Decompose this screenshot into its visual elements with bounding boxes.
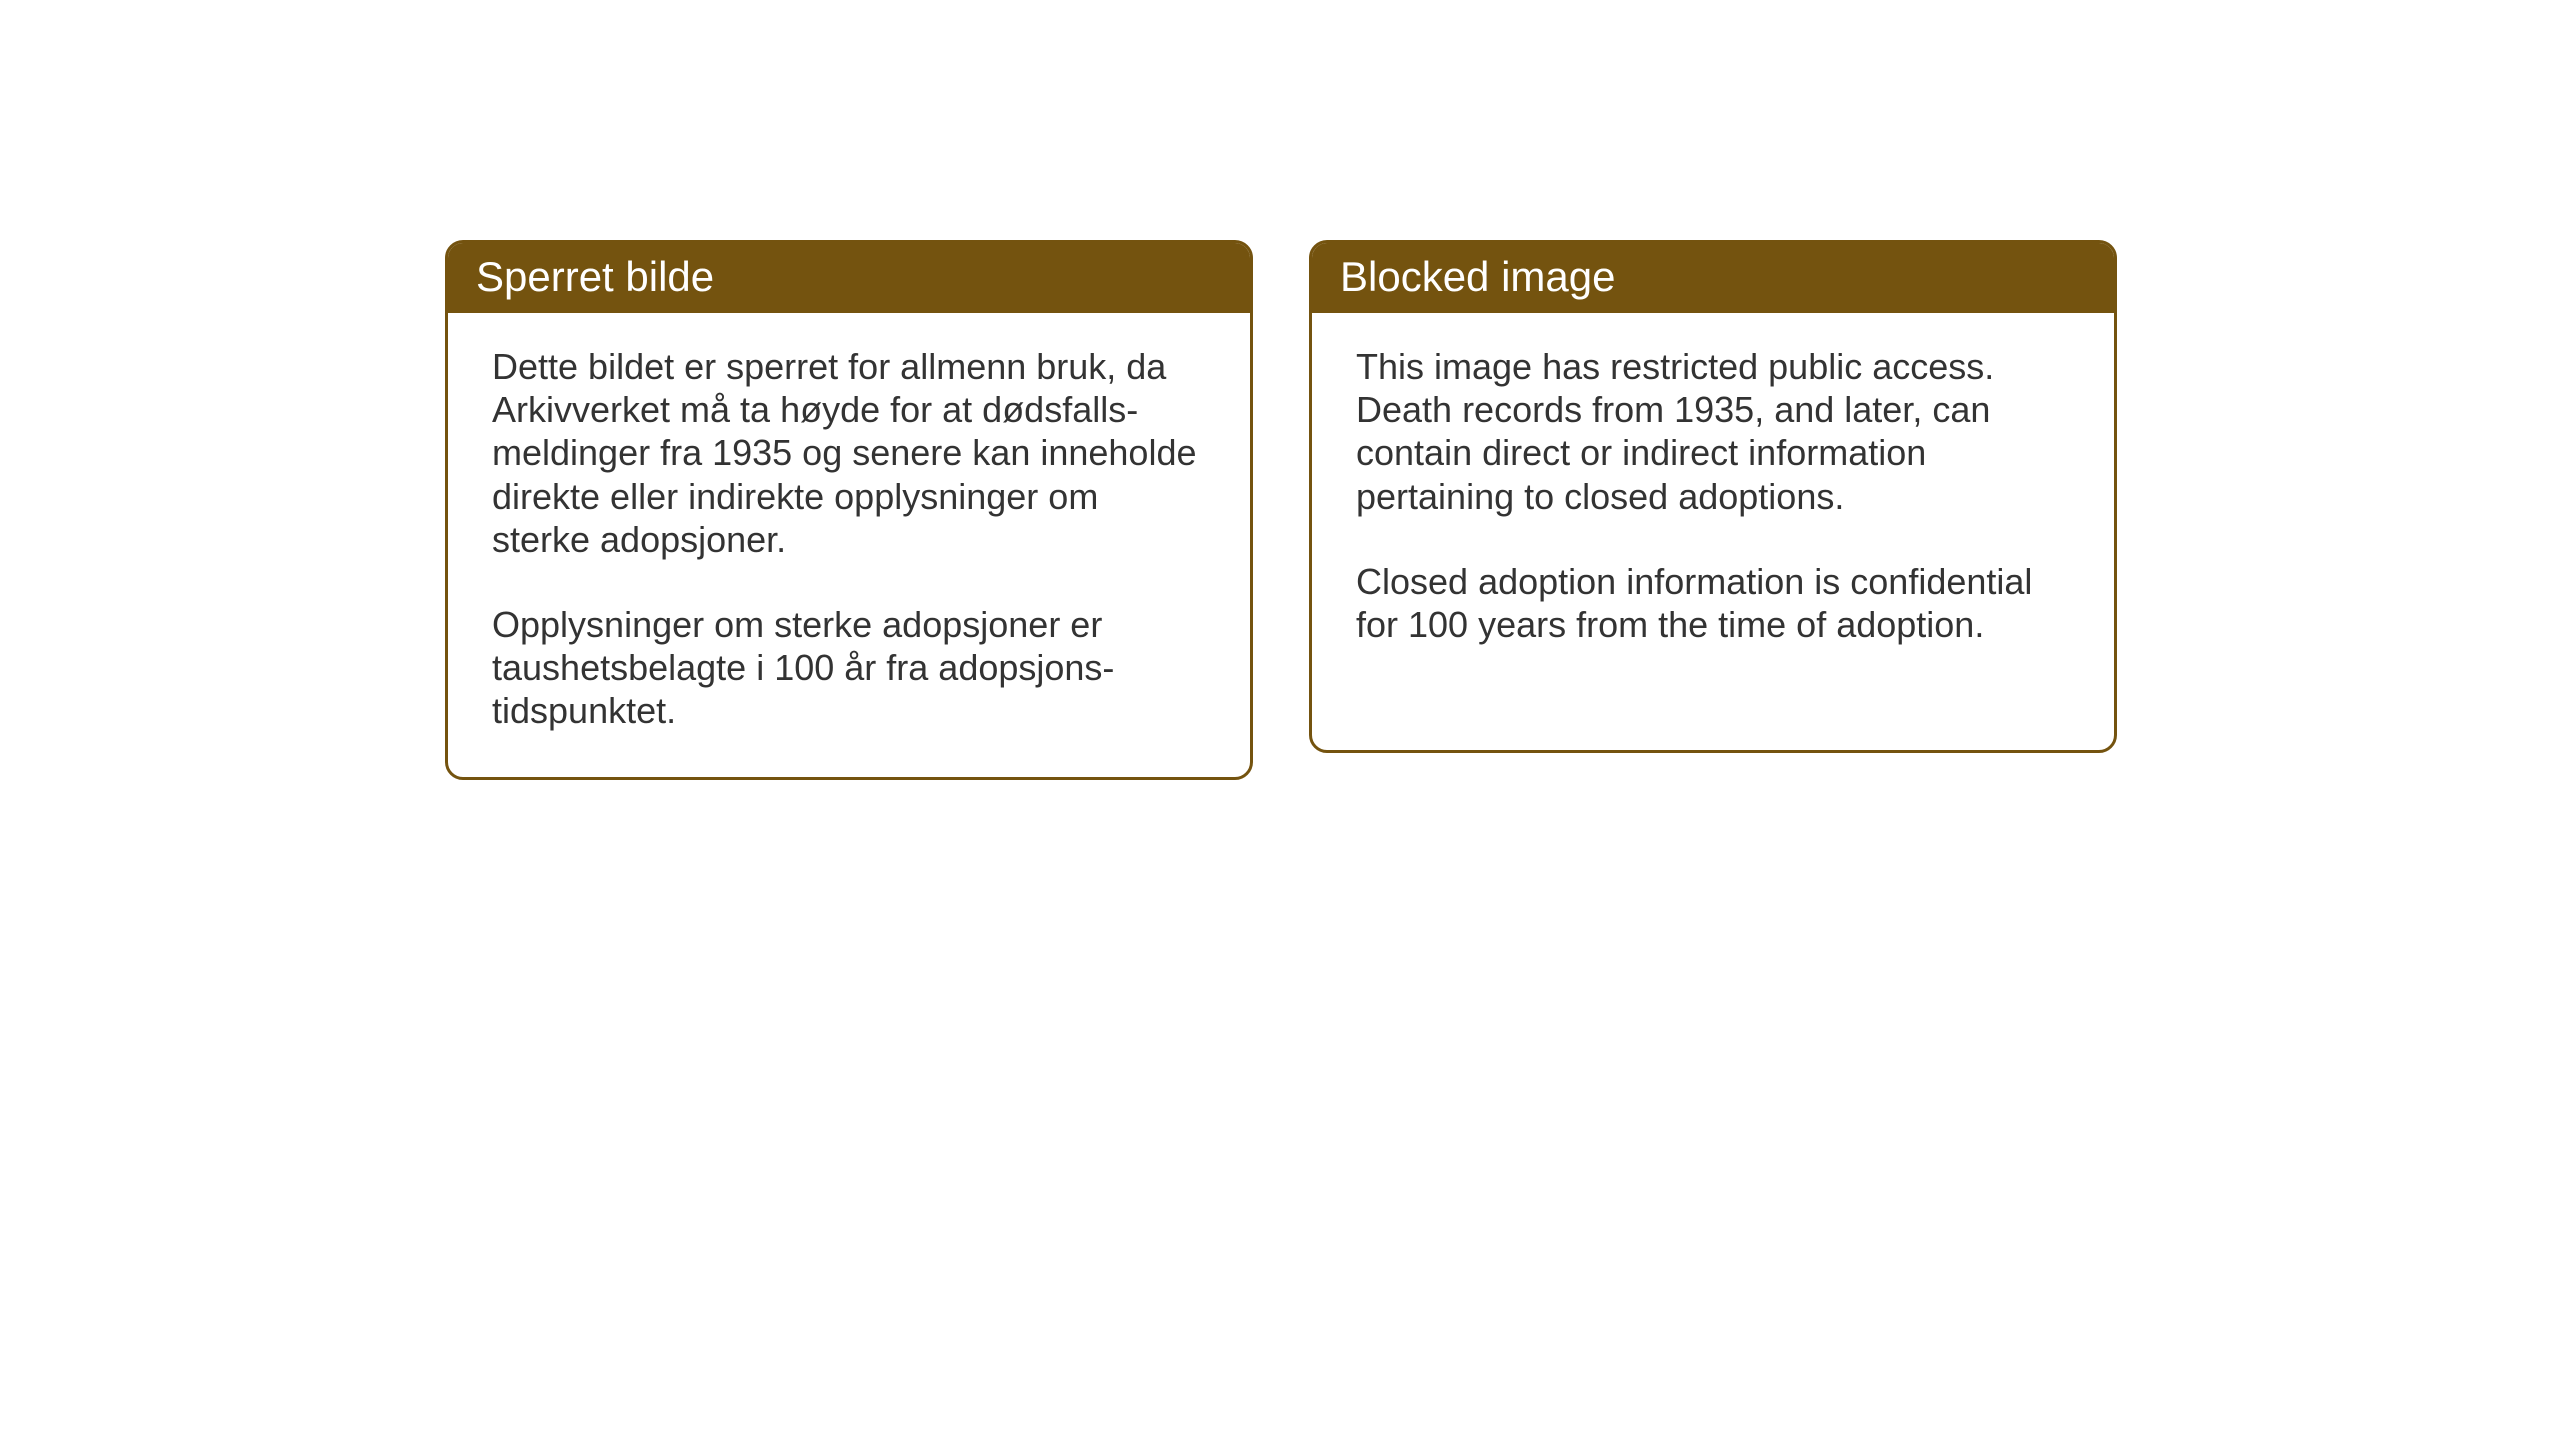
card-title-norwegian: Sperret bilde bbox=[476, 253, 714, 300]
card-paragraph-2-english: Closed adoption information is confident… bbox=[1356, 560, 2070, 646]
card-body-norwegian: Dette bildet er sperret for allmenn bruk… bbox=[448, 313, 1250, 777]
card-norwegian: Sperret bilde Dette bildet er sperret fo… bbox=[445, 240, 1253, 780]
card-paragraph-2-norwegian: Opplysninger om sterke adopsjoner er tau… bbox=[492, 603, 1206, 733]
card-header-norwegian: Sperret bilde bbox=[448, 243, 1250, 313]
card-header-english: Blocked image bbox=[1312, 243, 2114, 313]
card-english: Blocked image This image has restricted … bbox=[1309, 240, 2117, 753]
card-paragraph-1-norwegian: Dette bildet er sperret for allmenn bruk… bbox=[492, 345, 1206, 561]
cards-container: Sperret bilde Dette bildet er sperret fo… bbox=[445, 240, 2117, 780]
card-body-english: This image has restricted public access.… bbox=[1312, 313, 2114, 690]
card-title-english: Blocked image bbox=[1340, 253, 1615, 300]
card-paragraph-1-english: This image has restricted public access.… bbox=[1356, 345, 2070, 518]
